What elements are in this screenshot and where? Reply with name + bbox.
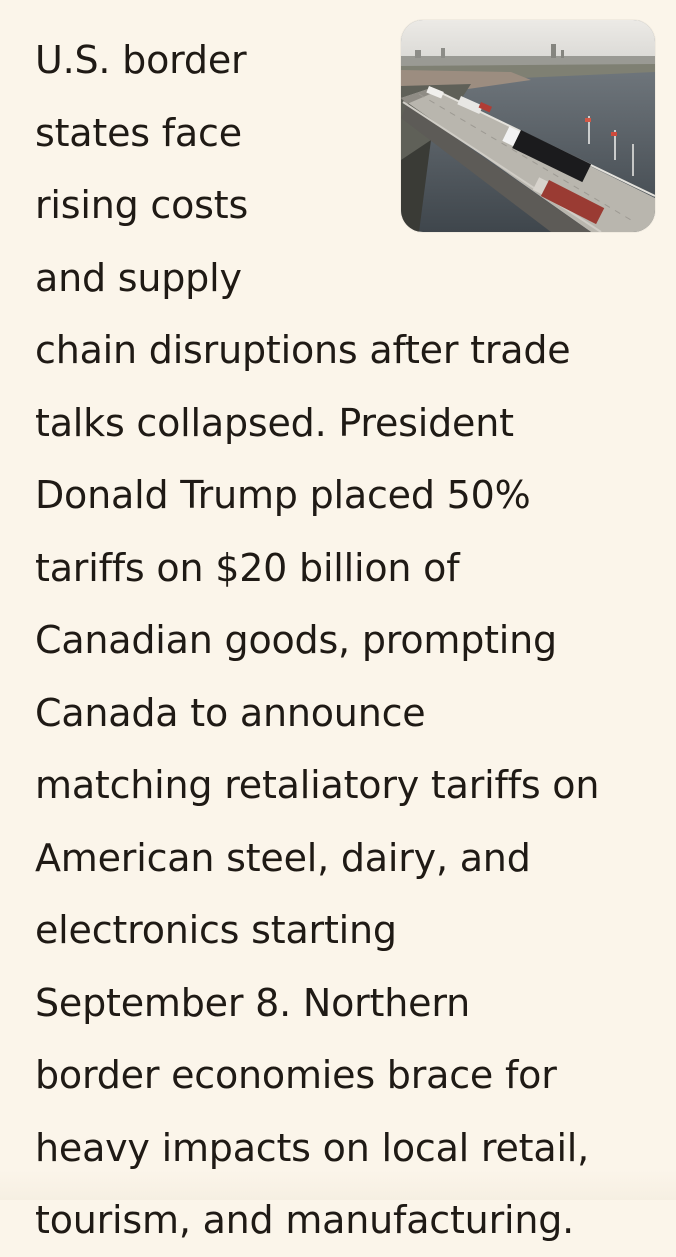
article-line-14: September 8. Northern	[35, 980, 470, 1025]
article-line-6: talks collapsed. President	[35, 400, 514, 445]
article-line-12: American steel, dairy, and	[35, 835, 531, 880]
article-line-15: border economies brace for	[35, 1053, 557, 1097]
border-bridge-trucks-photo-icon	[401, 20, 655, 232]
article-line-16: heavy impacts on local retail,	[35, 1125, 590, 1170]
article-line-9: Canadian goods, prompting	[35, 618, 557, 662]
article-line-2: states face	[35, 110, 242, 155]
bottom-edge-fade	[0, 1170, 676, 1200]
article-body: U.S. border states face rising costs and…	[35, 20, 655, 1257]
article-line-13: electronics starting	[35, 908, 397, 952]
article-line-4: and supply	[35, 255, 242, 300]
article-line-11: matching retaliatory tariffs on	[35, 763, 600, 807]
article-line-1: U.S. border	[35, 38, 247, 82]
article-line-8: tariffs on $20 billion of	[35, 545, 460, 590]
article-line-7: Donald Trump placed 50%	[35, 473, 531, 517]
article-line-10: Canada to announce	[35, 690, 426, 735]
article-thumbnail-image[interactable]	[401, 20, 655, 232]
article-line-5: chain disruptions after trade	[35, 328, 571, 372]
article-line-3: rising costs	[35, 183, 249, 227]
